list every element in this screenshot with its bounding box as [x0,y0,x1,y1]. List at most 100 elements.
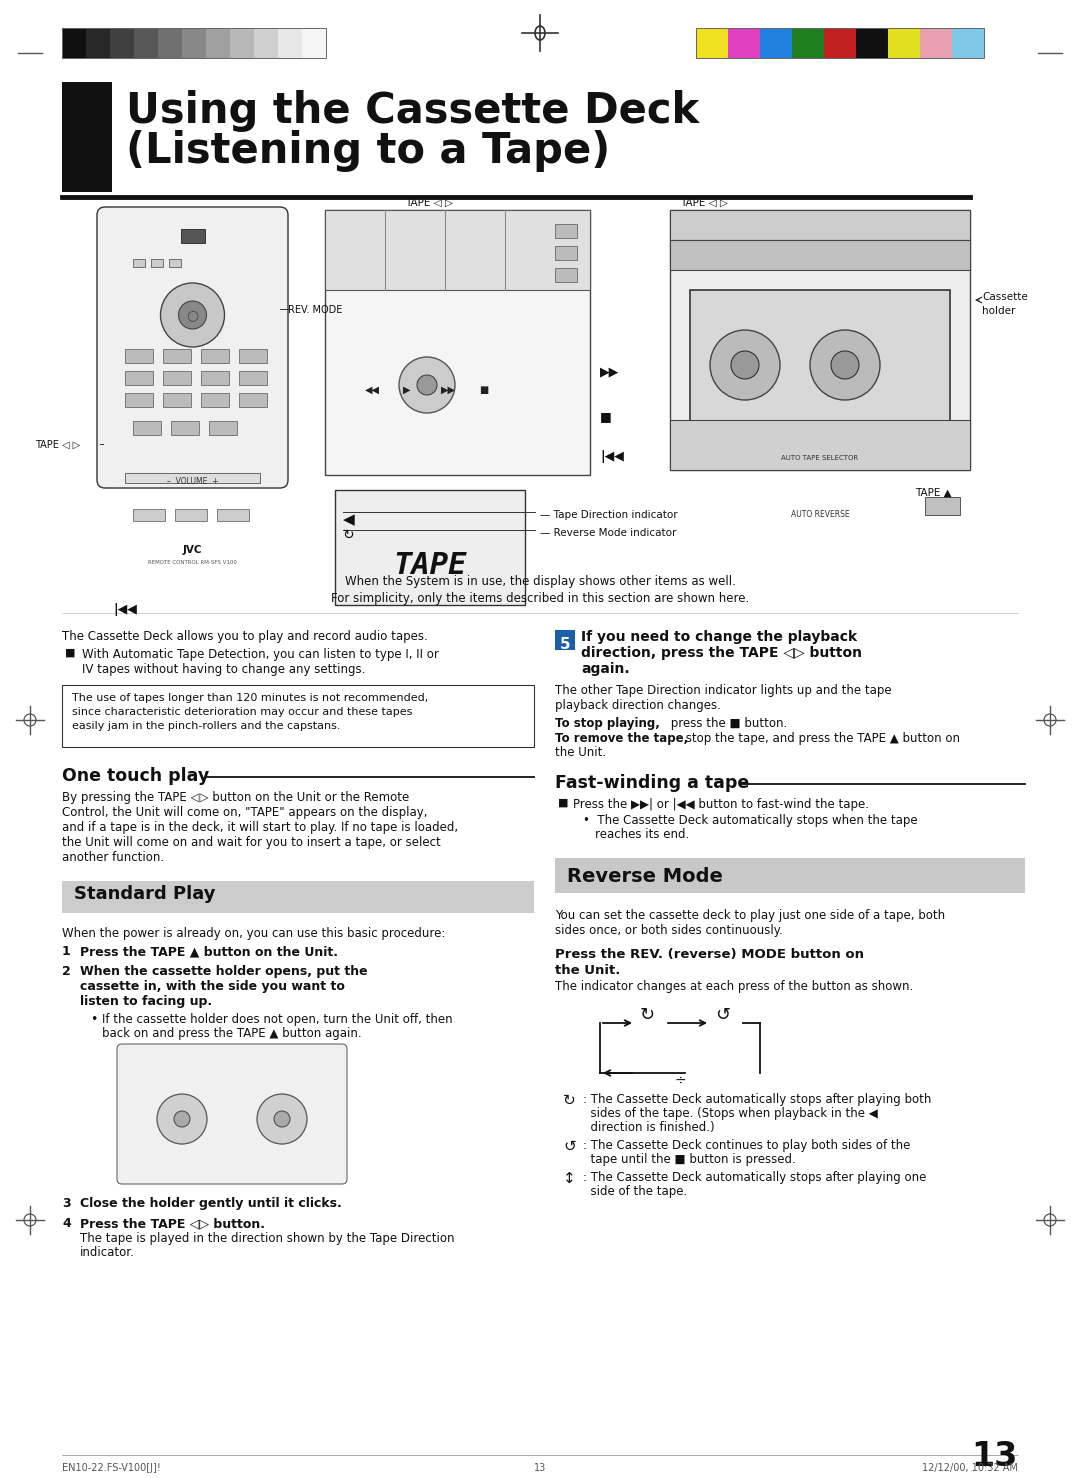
Bar [920,28,951,58]
Circle shape [417,375,437,395]
Bar [175,508,207,522]
Bar [924,497,960,514]
Bar [62,81,112,192]
Bar [325,210,590,474]
Text: When the cassette holder opens, put the: When the cassette holder opens, put the [80,965,367,978]
Bar [163,349,191,364]
Text: : The Cassette Deck automatically stops after playing one: : The Cassette Deck automatically stops … [583,1171,927,1184]
Text: ■: ■ [600,409,611,423]
Text: TAPE: TAPE [393,550,467,579]
Bar [62,684,534,746]
Bar [824,28,856,58]
Text: If the cassette holder does not open, turn the Unit off, then: If the cassette holder does not open, tu… [102,1012,453,1026]
Text: When the power is already on, you can use this basic procedure:: When the power is already on, you can us… [62,927,445,940]
Text: You can set the cassette deck to play just one side of a tape, both: You can set the cassette deck to play ju… [555,909,945,922]
Text: and if a tape is in the deck, it will start to play. If no tape is loaded,: and if a tape is in the deck, it will st… [62,820,458,834]
Bar [133,259,145,268]
Text: Reverse Mode: Reverse Mode [567,866,723,885]
Bar [201,349,229,364]
Bar [555,225,577,238]
Text: ◀: ◀ [343,511,354,528]
Text: another function.: another function. [62,851,164,865]
Bar [888,28,920,58]
Text: |◀◀: |◀◀ [600,449,624,463]
Bar [302,28,326,58]
Text: Control, the Unit will come on, "TAPE" appears on the display,: Control, the Unit will come on, "TAPE" a… [62,806,428,819]
Text: The use of tapes longer than 120 minutes is not recommended,: The use of tapes longer than 120 minutes… [72,693,429,704]
Bar [670,239,970,270]
Text: 1: 1 [62,944,71,958]
Circle shape [710,330,780,401]
Text: To stop playing,: To stop playing, [555,717,660,730]
Bar [335,491,525,605]
Circle shape [810,330,880,401]
Circle shape [157,1094,207,1144]
Text: Using the Cassette Deck: Using the Cassette Deck [126,90,699,132]
Text: AUTO REVERSE: AUTO REVERSE [791,510,849,519]
Text: With Automatic Tape Detection, you can listen to type I, II or: With Automatic Tape Detection, you can l… [82,647,438,661]
Bar [62,28,86,58]
Bar [696,28,984,58]
Bar [670,210,970,239]
Bar [210,421,237,435]
Bar [110,28,134,58]
Text: ▶: ▶ [403,384,410,395]
Bar [951,28,984,58]
Bar [690,290,950,440]
Text: To remove the tape,: To remove the tape, [555,732,688,745]
Text: 4: 4 [62,1216,71,1230]
Bar [278,28,302,58]
Text: : The Cassette Deck continues to play both sides of the: : The Cassette Deck continues to play bo… [583,1140,910,1151]
Text: — Reverse Mode indicator: — Reverse Mode indicator [540,528,676,538]
Text: By pressing the TAPE ◁▷ button on the Unit or the Remote: By pressing the TAPE ◁▷ button on the Un… [62,791,409,804]
Text: the Unit.: the Unit. [555,746,606,760]
Bar [163,393,191,406]
Text: TAPE ◁ ▷: TAPE ◁ ▷ [35,440,80,449]
Text: ▶▶: ▶▶ [600,365,619,378]
Bar [62,28,326,58]
Bar [555,859,1025,893]
Text: The Cassette Deck allows you to play and record audio tapes.: The Cassette Deck allows you to play and… [62,630,428,643]
Text: press the ■ button.: press the ■ button. [667,717,787,730]
Text: REMOTE CONTROL RM-SFS V100: REMOTE CONTROL RM-SFS V100 [148,560,237,565]
Text: indicator.: indicator. [80,1246,135,1259]
Text: : The Cassette Deck automatically stops after playing both: : The Cassette Deck automatically stops … [583,1094,931,1106]
FancyBboxPatch shape [97,207,288,488]
Text: One touch play: One touch play [62,767,210,785]
Bar [696,28,728,58]
Text: EN10-22.FS-V100[J]!: EN10-22.FS-V100[J]! [62,1463,161,1474]
Bar [670,210,970,470]
Bar [760,28,792,58]
Text: ↻: ↻ [640,1007,656,1024]
Text: easily jam in the pinch-rollers and the capstans.: easily jam in the pinch-rollers and the … [72,721,340,732]
Text: 12/12/00, 10:32 AM: 12/12/00, 10:32 AM [922,1463,1018,1474]
Bar [183,28,206,58]
Text: IV tapes without having to change any settings.: IV tapes without having to change any se… [82,664,365,675]
Text: again.: again. [581,662,630,675]
Circle shape [161,282,225,347]
Bar [62,881,534,913]
Bar [217,508,249,522]
Text: Standard Play: Standard Play [75,885,216,903]
Text: back on and press the TAPE ▲ button again.: back on and press the TAPE ▲ button agai… [102,1027,362,1041]
Text: 2: 2 [62,965,71,978]
Text: 5: 5 [559,637,570,652]
Circle shape [274,1111,291,1128]
Bar [325,210,590,290]
Text: Press the TAPE ▲ button on the Unit.: Press the TAPE ▲ button on the Unit. [80,944,338,958]
Bar [728,28,760,58]
Circle shape [257,1094,307,1144]
Bar [254,28,278,58]
Text: side of the tape.: side of the tape. [583,1185,687,1199]
Text: ◀◀: ◀◀ [365,384,380,395]
Bar [125,349,153,364]
Bar [163,371,191,384]
Text: ↺: ↺ [715,1007,730,1024]
Bar [133,421,161,435]
Text: ÷: ÷ [675,1075,687,1088]
Bar [125,371,153,384]
Text: reaches its end.: reaches its end. [595,828,689,841]
Text: JVC: JVC [183,545,202,556]
Text: since characteristic deterioration may occur and these tapes: since characteristic deterioration may o… [72,706,413,717]
Text: •  The Cassette Deck automatically stops when the tape: • The Cassette Deck automatically stops … [583,814,918,828]
